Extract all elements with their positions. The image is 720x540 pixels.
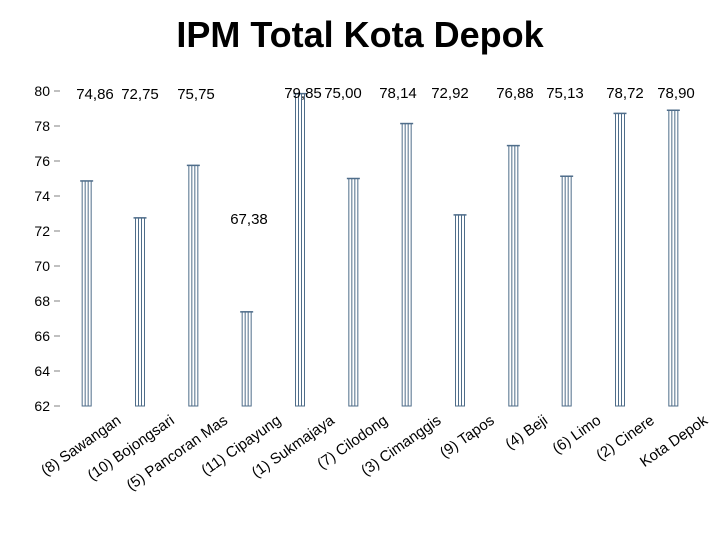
bars-group [80,92,680,407]
data-labels-group: 74,86 72,75 75,75 67,38 79,85 75,00 78,14 72,92… [76,85,695,228]
bar-body [348,178,359,407]
y-tick-label: 64 [34,363,50,379]
bar-body [401,123,412,407]
data-label: 78,14 [379,85,417,102]
data-label: 75,13 [546,85,584,102]
bar-body [295,93,305,407]
y-tick-label: 72 [34,223,50,239]
bar-body [561,175,572,407]
data-label: 78,90 [657,85,695,102]
bar-body [188,164,199,407]
data-label: 75,75 [177,86,215,103]
data-label: 79,85 [284,85,322,102]
bar-body [455,214,465,407]
data-label: 72,75 [121,86,159,103]
data-label: 67,38 [230,211,268,228]
category-labels-group: (8) Sawangan(10) Bojongsari(5) Pancoran … [38,411,711,494]
data-label: 76,88 [496,85,534,102]
bar-body [508,145,519,407]
category-label: (9) Tapos [437,412,498,462]
y-tick-label: 70 [34,258,50,274]
data-label: 74,86 [76,86,114,103]
y-tick-label: 78 [34,118,50,134]
bar-body [615,112,625,407]
bar [293,92,307,407]
y-tick-label: 76 [34,153,50,169]
bar [560,175,574,407]
bar-body [81,180,92,407]
bar [666,109,680,407]
y-tick-label: 66 [34,328,50,344]
bar-body [668,109,679,407]
y-tick-label: 80 [34,83,50,99]
data-label: 72,92 [431,85,469,102]
bar [613,112,627,407]
y-axis: 62 64 66 68 70 72 74 76 78 80 [34,83,60,414]
bar [453,214,467,407]
bar [240,311,254,407]
y-tick-label: 74 [34,188,50,204]
data-label: 75,00 [324,85,362,102]
y-tick-label: 62 [34,398,50,414]
bar [80,180,94,407]
bar-body [135,217,145,407]
bar [133,217,147,407]
bar [346,177,360,407]
bar [506,144,520,407]
bar [400,122,414,407]
data-label: 78,72 [606,85,644,102]
y-tick-label: 68 [34,293,50,309]
chart-title: IPM Total Kota Depok [176,14,544,55]
bar [186,164,200,407]
bar-body [241,311,252,407]
category-label: (4) Beji [502,412,551,453]
